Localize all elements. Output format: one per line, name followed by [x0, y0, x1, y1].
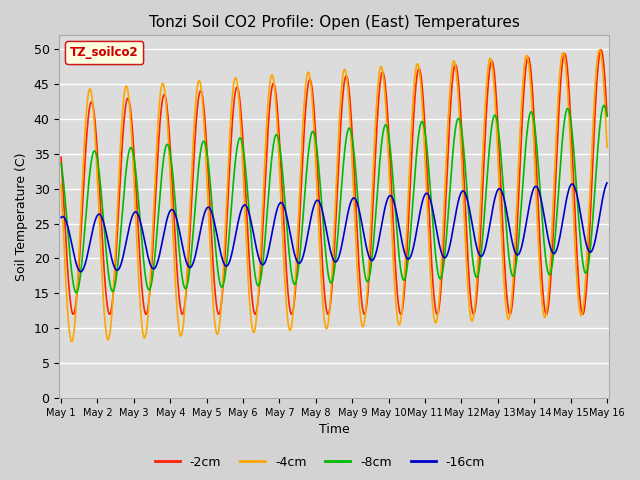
Legend: -2cm, -4cm, -8cm, -16cm: -2cm, -4cm, -8cm, -16cm [150, 451, 490, 474]
X-axis label: Time: Time [319, 423, 349, 436]
Title: Tonzi Soil CO2 Profile: Open (East) Temperatures: Tonzi Soil CO2 Profile: Open (East) Temp… [148, 15, 520, 30]
Legend: TZ_soilco2: TZ_soilco2 [65, 41, 143, 64]
Y-axis label: Soil Temperature (C): Soil Temperature (C) [15, 152, 28, 281]
